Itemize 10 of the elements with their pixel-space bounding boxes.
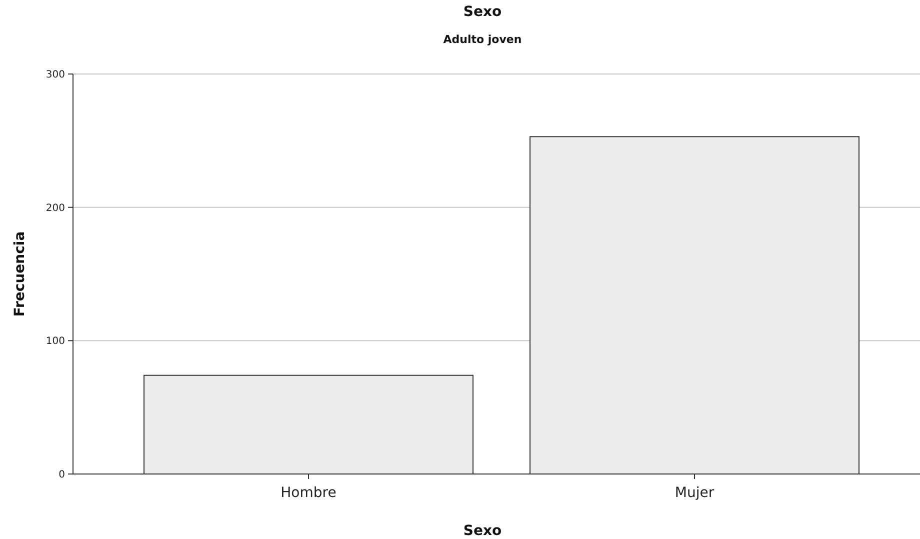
- x-tick-label: Hombre: [280, 485, 336, 501]
- y-tick-label: 200: [46, 202, 65, 214]
- chart-subtitle: Adulto joven: [443, 33, 522, 46]
- x-axis-title: Sexo: [463, 523, 502, 539]
- y-tick-label: 100: [46, 336, 65, 348]
- chart-title: Sexo: [463, 4, 502, 20]
- y-axis-title: Frecuencia: [12, 231, 28, 317]
- y-tick-label: 300: [46, 70, 65, 80]
- y-tick-label: 0: [58, 470, 65, 480]
- x-tick-label: Mujer: [674, 485, 714, 501]
